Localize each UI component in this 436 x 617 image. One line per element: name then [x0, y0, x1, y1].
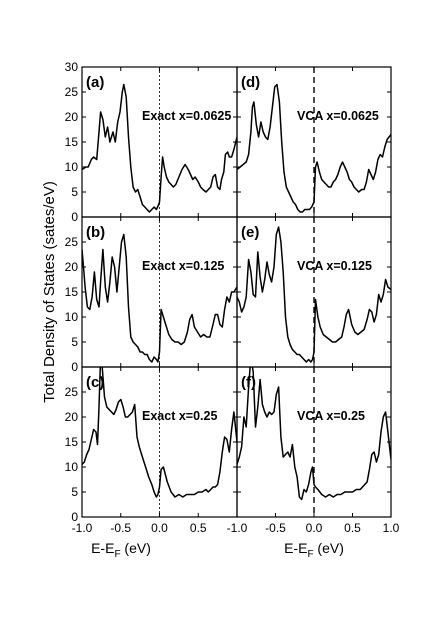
panel-frame	[81, 366, 238, 518]
dos-curve	[237, 226, 391, 363]
panel-f: -1.0 -0.5 0.0 0.5 1.0 (f) VCA x=0.25	[227, 366, 400, 535]
y-tick-label: 25	[65, 385, 79, 399]
panel-letter: (f)	[241, 374, 256, 391]
y-tick-label: 0	[71, 360, 78, 374]
y-tick-label: 20	[65, 410, 79, 424]
y-tick-label: 10	[65, 460, 79, 474]
y-tick-label: 20	[65, 110, 79, 124]
panel-letter: (b)	[86, 224, 105, 241]
panel-a: 0 5 10 15 20 25 30 (a) Exact x=0.0625	[65, 60, 238, 224]
dos-curve	[237, 83, 391, 213]
panel-annotation: Exact x=0.25	[142, 409, 217, 423]
x-axis-title-subscript-2: F	[307, 549, 313, 560]
x-tick-label: 0.5	[190, 521, 207, 535]
x-axis-title-main-2: E-E	[284, 540, 307, 556]
dos-curve	[82, 367, 237, 498]
panel-c: 0 5 10 15 20 25 -1.0 -0.5 0.0 0.5 (c) Exact x=0.25	[65, 366, 238, 535]
y-tick-label: 10	[65, 310, 79, 324]
x-axis-title-right: E-EF (eV)	[284, 540, 344, 560]
panel-letter: (d)	[241, 74, 260, 91]
y-tick-label: 15	[65, 135, 79, 149]
x-tick-label: -0.5	[110, 521, 131, 535]
y-tick-label: 25	[65, 85, 79, 99]
y-tick-label: 0	[71, 210, 78, 224]
dos-curve	[237, 367, 391, 501]
panel-letter: (a)	[86, 74, 104, 91]
y-tick-label: 15	[65, 435, 79, 449]
dos-curve	[82, 233, 237, 363]
dos-curve	[82, 83, 237, 213]
panel-e: (e) VCA x=0.125	[236, 216, 392, 368]
panel-annotation: VCA x=0.125	[297, 259, 372, 273]
panel-annotation: VCA x=0.0625	[297, 109, 379, 123]
x-tick-label: 0.0	[151, 521, 168, 535]
panel-letter: (e)	[241, 224, 259, 241]
y-tick-label: 5	[71, 185, 78, 199]
x-tick-label: -1.0	[72, 521, 93, 535]
panel-annotation: Exact x=0.125	[142, 259, 224, 273]
y-tick-label: 5	[71, 485, 78, 499]
y-tick-label: 15	[65, 285, 79, 299]
y-tick-label: 0	[71, 510, 78, 524]
panel-letter: (c)	[86, 374, 104, 391]
panel-annotation: VCA x=0.25	[297, 409, 365, 423]
x-tick-label: 1.0	[383, 521, 400, 535]
x-axis-title-main: E-E	[91, 540, 114, 556]
panel-d: (d) VCA x=0.0625	[236, 66, 392, 218]
y-tick-label: 25	[65, 235, 79, 249]
x-tick-label: -0.5	[265, 521, 286, 535]
panel-b: 0 5 10 15 20 25 (b) Exact x=0.125	[65, 216, 238, 374]
y-tick-label: 10	[65, 160, 79, 174]
panel-annotation: Exact x=0.0625	[142, 109, 231, 123]
x-tick-label: 0.0	[306, 521, 323, 535]
x-axis-title-subscript: F	[114, 549, 120, 560]
panels-layer: 0 5 10 15 20 25 30 (a) Exact x=0.0625 0 5 10 15 20 25 (…	[65, 60, 400, 535]
x-tick-label: -1.0	[227, 521, 248, 535]
y-axis-title: Total Density of States (sates/eV)	[41, 181, 58, 403]
y-tick-label: 20	[65, 260, 79, 274]
x-tick-label: 0.5	[344, 521, 361, 535]
x-axis-title-left: E-EF (eV)	[91, 540, 151, 560]
y-tick-label: 30	[65, 60, 79, 74]
y-tick-label: 5	[71, 335, 78, 349]
x-axis-title-unit-2: (eV)	[314, 540, 344, 556]
x-axis-title-unit: (eV)	[121, 540, 151, 556]
